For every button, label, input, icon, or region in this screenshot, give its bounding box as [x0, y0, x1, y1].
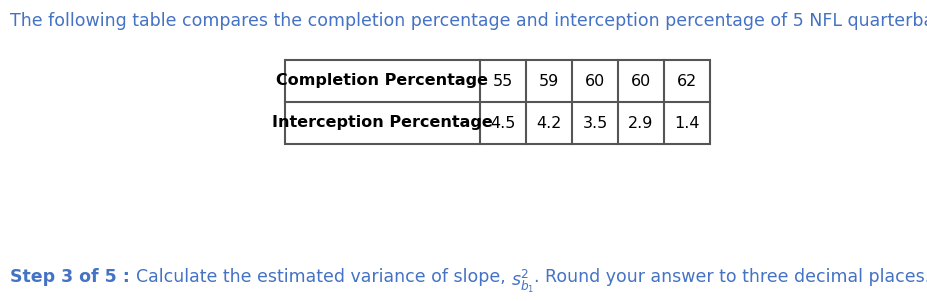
Text: $s^2_{b_1}$: $s^2_{b_1}$	[511, 268, 535, 295]
Text: 62: 62	[677, 73, 697, 88]
Text: Calculate the estimated variance of slope,: Calculate the estimated variance of slop…	[136, 268, 511, 286]
Text: 1.4: 1.4	[674, 116, 700, 131]
Text: 2.9: 2.9	[629, 116, 654, 131]
Text: The following table compares the completion percentage and interception percenta: The following table compares the complet…	[10, 12, 927, 30]
Text: 3.5: 3.5	[582, 116, 607, 131]
Text: Completion Percentage: Completion Percentage	[276, 73, 489, 88]
Text: Step 3 of 5 :: Step 3 of 5 :	[10, 268, 136, 286]
Text: . Round your answer to three decimal places.: . Round your answer to three decimal pla…	[535, 268, 927, 286]
Text: Interception Percentage: Interception Percentage	[273, 116, 493, 131]
Text: 55: 55	[493, 73, 514, 88]
Text: 4.2: 4.2	[537, 116, 562, 131]
Text: 59: 59	[539, 73, 559, 88]
Text: 60: 60	[585, 73, 605, 88]
Text: 4.5: 4.5	[490, 116, 515, 131]
Text: 60: 60	[631, 73, 651, 88]
